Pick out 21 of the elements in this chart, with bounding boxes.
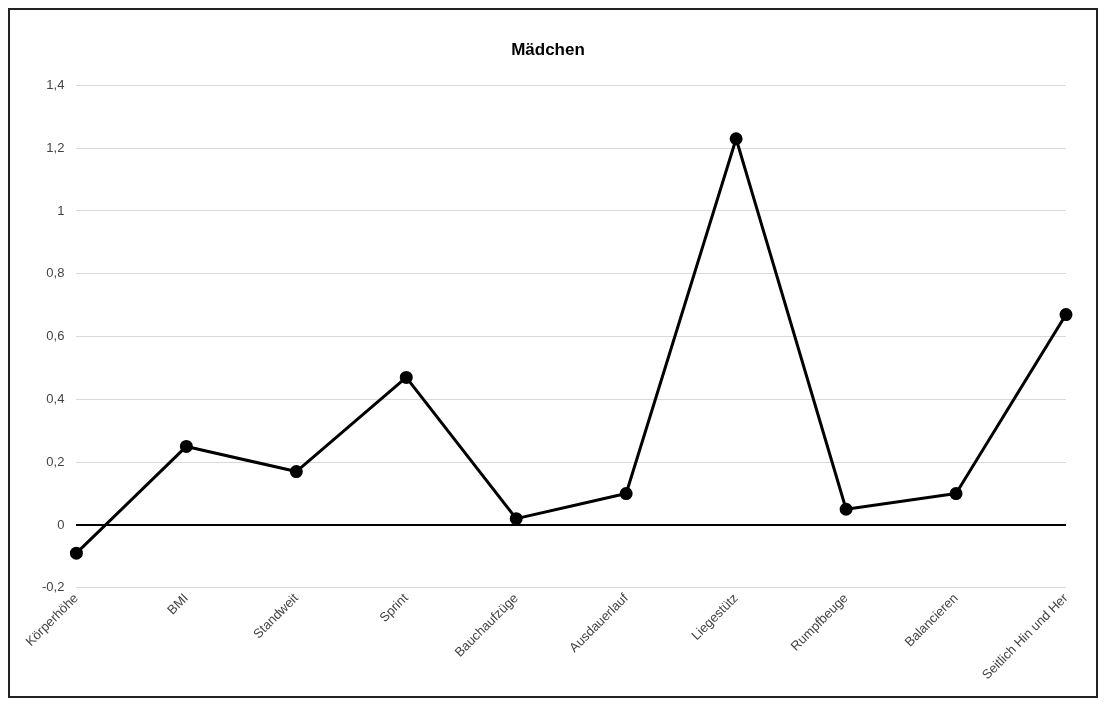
point [69,546,83,560]
point [949,487,963,501]
point [399,370,413,384]
x-tick-label: BMI [164,590,192,618]
point [179,439,193,453]
point [509,512,523,526]
y-tick-label: 0,8 [46,265,65,281]
point [1059,308,1073,322]
y-tick-label: 1,2 [46,139,65,155]
point [619,487,633,501]
y-tick-label: 0,4 [46,390,65,406]
point [729,132,743,146]
point [839,502,853,516]
y-tick-label: 0 [57,516,65,532]
y-tick-label: 1,4 [46,76,65,92]
y-tick-label: 1 [57,202,65,218]
y-tick-label: -0,2 [41,579,65,595]
point [289,465,303,479]
y-tick-label: 0,6 [46,328,65,344]
chart-title: Mädchen [511,39,585,59]
y-tick-label: 0,2 [46,453,65,469]
